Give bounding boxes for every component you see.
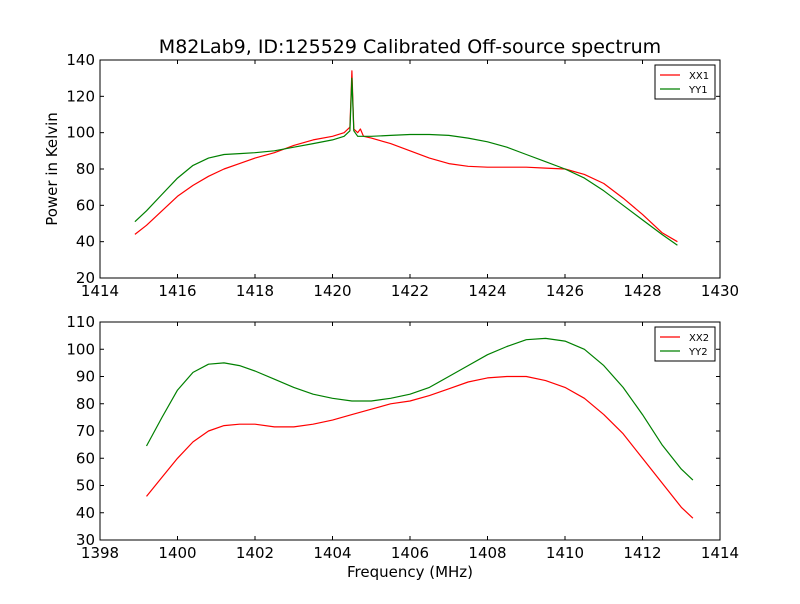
top-y-tick-label: 100 — [66, 124, 95, 142]
y-axis-label-top: Power in Kelvin — [43, 112, 61, 226]
bottom-legend-box — [654, 326, 716, 362]
bottom-y-tick-label: 70 — [76, 422, 95, 440]
bottom-x-tick-label: 1398 — [81, 544, 119, 562]
top-x-tick-label: 1426 — [546, 282, 584, 300]
top-series-line-yy1 — [134, 77, 678, 246]
top-y-tick-label: 40 — [76, 233, 95, 251]
bottom-x-tick-label: 1412 — [623, 544, 661, 562]
top-x-tick-label: 1430 — [701, 282, 739, 300]
bottom-x-tick-label: 1406 — [391, 544, 429, 562]
bottom-y-tick-label: 60 — [76, 449, 95, 467]
top-y-tick-label: 120 — [66, 87, 95, 105]
bottom-y-tick-label: 30 — [76, 531, 95, 549]
bottom-plot-area — [99, 321, 721, 541]
bottom-y-tick-label: 90 — [76, 368, 95, 386]
top-legend-label-xx1: XX1 — [689, 71, 709, 82]
top-plot-area — [99, 59, 721, 279]
bottom-x-tick-label: 1408 — [468, 544, 506, 562]
chart-title: M82Lab9, ID:125529 Calibrated Off-source… — [159, 36, 661, 58]
bottom-legend-label-yy2: YY2 — [688, 347, 708, 358]
bottom-legend-label-xx2: XX2 — [689, 333, 709, 344]
bottom-x-tick-label: 1414 — [701, 544, 739, 562]
top-x-tick-label: 1422 — [391, 282, 429, 300]
bottom-y-tick-label: 50 — [76, 477, 95, 495]
top-x-tick-label: 1424 — [468, 282, 506, 300]
top-y-tick-label: 140 — [66, 51, 95, 69]
panel-bottom: 1398 1400 1402 1404 1406 1408 1410 1412 1414 30 40… — [66, 313, 739, 562]
bottom-y-tick-label: 100 — [66, 340, 95, 358]
top-y-tick-label: 60 — [76, 196, 95, 214]
bottom-y-tick-label: 110 — [66, 313, 95, 331]
bottom-series-line-yy2 — [145, 337, 694, 481]
bottom-x-tick-label: 1402 — [236, 544, 274, 562]
bottom-y-tick-label: 80 — [76, 395, 95, 413]
x-axis-label-bottom: Frequency (MHz) — [347, 563, 473, 581]
top-x-tick-label: 1416 — [158, 282, 196, 300]
top-x-tick-label: 1418 — [236, 282, 274, 300]
top-legend-box — [654, 64, 716, 100]
bottom-x-tick-label: 1404 — [313, 544, 351, 562]
bottom-x-tick-label: 1410 — [546, 544, 584, 562]
top-x-tick-label: 1428 — [623, 282, 661, 300]
top-x-tick-label: 1414 — [81, 282, 119, 300]
panel-top: 1414 1416 1418 1420 1422 1424 1426 1428 1430 20 40… — [66, 51, 739, 300]
top-y-tick-label: 20 — [76, 269, 95, 287]
top-legend-label-yy1: YY1 — [688, 85, 708, 96]
bottom-x-tick-label: 1400 — [158, 544, 196, 562]
top-y-tick-label: 80 — [76, 160, 95, 178]
top-x-tick-label: 1420 — [313, 282, 351, 300]
bottom-series-line-xx2 — [146, 375, 694, 519]
bottom-y-tick-label: 40 — [76, 504, 95, 522]
